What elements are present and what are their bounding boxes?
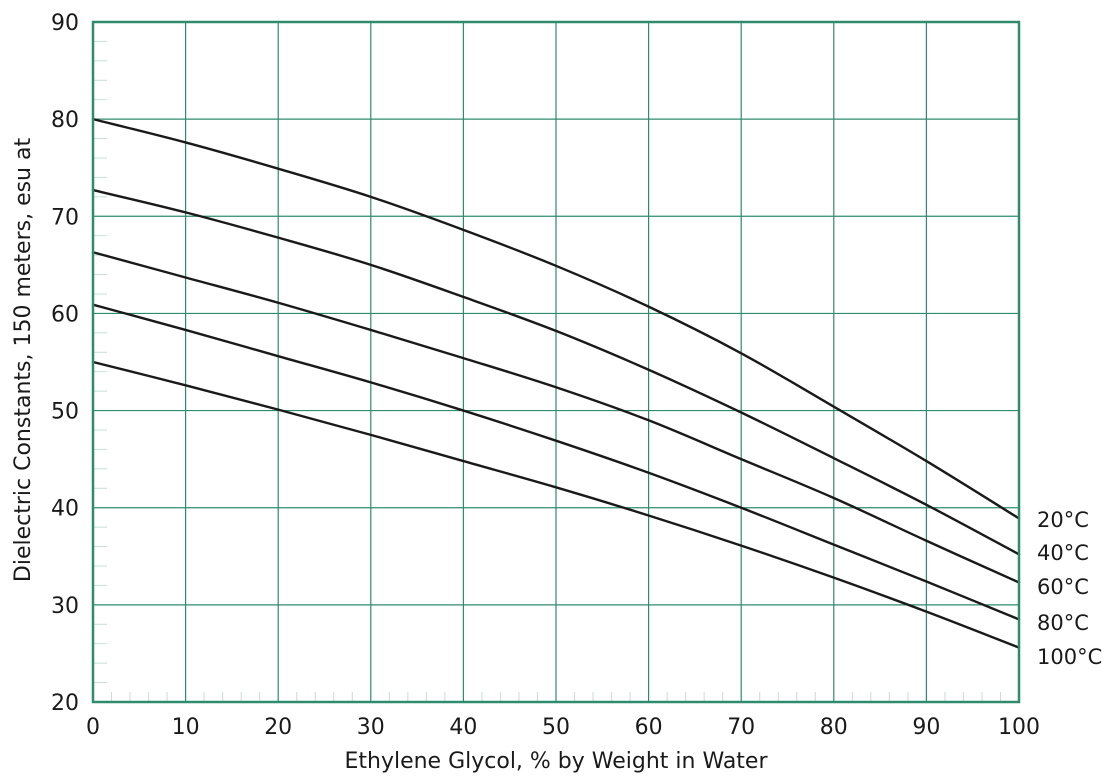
x-tick-label: 30	[357, 715, 385, 740]
series-line	[91, 117, 1021, 520]
y-tick-labels: 20 30 40 50 60 70 80 90	[51, 11, 79, 716]
x-tick-label: 0	[86, 715, 100, 740]
y-tick-label: 70	[51, 205, 79, 230]
x-tick-label: 20	[264, 715, 292, 740]
minor-ticks	[93, 40, 1001, 702]
series-label: 20°C	[1037, 508, 1089, 532]
y-tick-label: 90	[51, 11, 79, 36]
series-line	[91, 360, 1021, 649]
grid	[92, 21, 1020, 703]
series-line	[91, 251, 1021, 584]
series-label: 80°C	[1037, 611, 1089, 635]
plot-frame	[91, 20, 1021, 704]
y-tick-label: 50	[51, 400, 79, 425]
series-label: 40°C	[1037, 541, 1089, 565]
series-lines	[91, 117, 1021, 649]
y-tick-label: 60	[51, 302, 79, 327]
x-tick-label: 80	[820, 715, 848, 740]
x-tick-label: 40	[449, 715, 477, 740]
x-tick-label: 90	[912, 715, 940, 740]
x-tick-label: 100	[998, 715, 1040, 740]
y-axis-title: Dielectric Constants, 150 meters, esu at	[11, 138, 36, 583]
series-label: 100°C	[1037, 645, 1102, 669]
series-line	[91, 303, 1021, 621]
x-tick-labels: 0 10 20 30 40 50 60 70 80 90 100	[86, 715, 1040, 740]
y-tick-label: 80	[51, 108, 79, 133]
y-tick-label: 40	[51, 497, 79, 522]
x-tick-label: 50	[542, 715, 570, 740]
y-tick-label: 20	[51, 691, 79, 716]
series-line	[91, 188, 1021, 556]
x-axis-title: Ethylene Glycol, % by Weight in Water	[344, 749, 768, 774]
x-tick-label: 70	[727, 715, 755, 740]
x-tick-label: 10	[172, 715, 200, 740]
y-tick-label: 30	[51, 594, 79, 619]
series-labels: 20°C 40°C 60°C 80°C 100°C	[1037, 508, 1102, 669]
x-tick-label: 60	[635, 715, 663, 740]
series-label: 60°C	[1037, 575, 1089, 599]
